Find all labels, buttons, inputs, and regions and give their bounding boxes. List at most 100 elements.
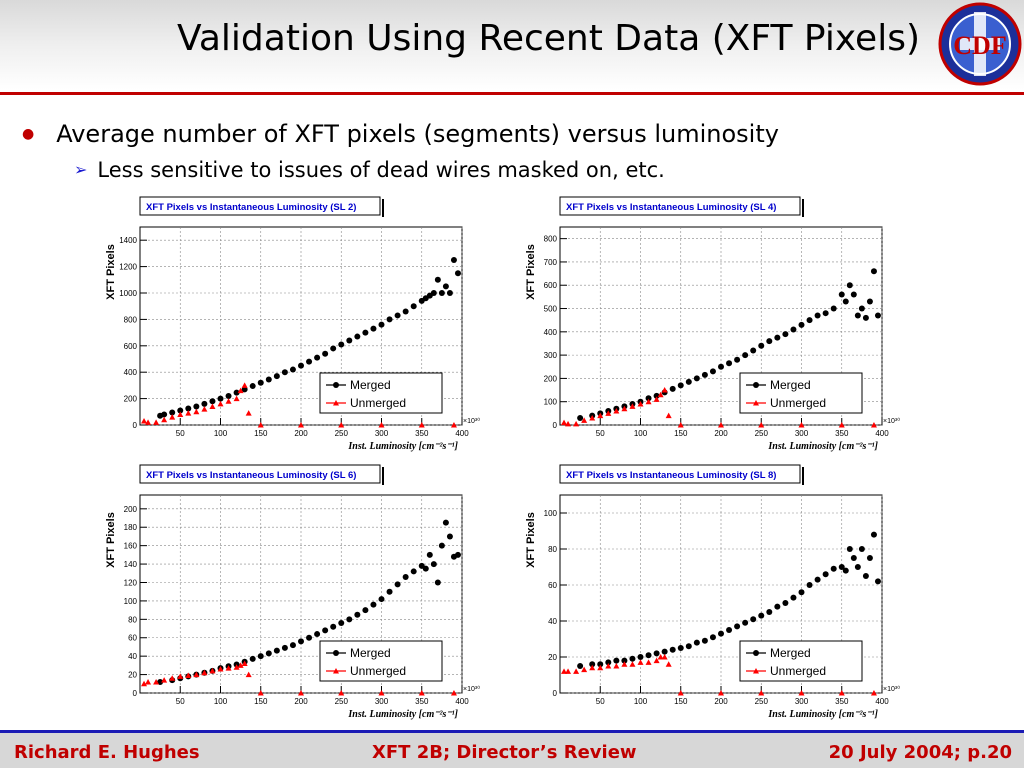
- merged-point: [774, 603, 781, 610]
- merged-point: [426, 551, 433, 558]
- unmerged-point: [298, 422, 304, 428]
- unmerged-point: [257, 422, 264, 428]
- merged-point: [669, 385, 676, 392]
- unmerged-point: [718, 422, 724, 428]
- merged-point: [838, 291, 845, 298]
- merged-point: [438, 542, 445, 549]
- footer-author: Richard E. Hughes: [14, 742, 200, 763]
- merged-point: [830, 305, 837, 312]
- merged-point: [362, 329, 369, 336]
- merged-point: [709, 634, 716, 641]
- merged-point: [862, 314, 869, 321]
- legend-marker: [753, 400, 759, 406]
- x-tick-label: 300: [795, 429, 809, 438]
- unmerged-point: [621, 405, 628, 412]
- x-exponent-label: ×10³⁰: [463, 685, 480, 693]
- unmerged-point: [237, 387, 244, 394]
- merged-point: [430, 290, 437, 296]
- merged-point: [169, 409, 176, 416]
- merged-point: [750, 616, 757, 623]
- chart-title-frame: [139, 196, 381, 216]
- merged-point: [378, 596, 385, 603]
- unmerged-point: [565, 668, 572, 674]
- merged-point: [870, 268, 877, 275]
- x-tick-label: 150: [254, 429, 268, 438]
- merged-point: [774, 334, 781, 341]
- unmerged-point: [798, 422, 805, 428]
- y-tick-label: 100: [544, 398, 558, 407]
- merged-point: [370, 325, 377, 332]
- unmerged-point: [217, 400, 224, 407]
- unmerged-point: [573, 668, 580, 674]
- merged-point: [858, 546, 865, 552]
- y-tick-label: 120: [124, 578, 138, 587]
- unmerged-point: [169, 414, 176, 420]
- merged-point: [838, 564, 845, 570]
- merged-point: [866, 298, 873, 305]
- unmerged-point: [217, 666, 224, 672]
- unmerged-point: [418, 422, 425, 428]
- merged-point: [434, 276, 441, 283]
- merged-point: [750, 347, 757, 354]
- merged-point: [217, 395, 224, 402]
- merged-point: [577, 663, 584, 669]
- y-tick-label: 300: [544, 351, 558, 360]
- merged-point: [298, 638, 304, 645]
- chart-legend: Merged Unmerged: [319, 372, 443, 414]
- unmerged-point: [613, 663, 620, 669]
- x-exponent-label: ×10³⁰: [883, 417, 900, 425]
- unmerged-point: [233, 664, 240, 670]
- merged-point: [653, 650, 660, 657]
- legend-marker: [753, 382, 759, 388]
- chart-legend: Merged Unmerged: [739, 372, 863, 414]
- merged-point: [322, 350, 329, 357]
- merged-point: [233, 389, 240, 396]
- chart-title-box: XFT Pixels vs Instantaneous Luminosity (…: [139, 196, 384, 217]
- sub-bullet-point: ➢ Less sensitive to issues of dead wires …: [74, 158, 665, 182]
- unmerged-point: [870, 422, 877, 428]
- y-tick-label: 0: [553, 421, 558, 430]
- merged-point: [354, 333, 361, 340]
- merged-point: [814, 312, 821, 319]
- unmerged-point: [141, 418, 148, 424]
- merged-point: [701, 371, 708, 378]
- merged-point: [402, 308, 409, 315]
- merged-point: [814, 576, 821, 583]
- merged-point: [362, 607, 369, 614]
- merged-point: [410, 303, 417, 310]
- merged-point: [726, 627, 733, 633]
- legend-label: Unmerged: [350, 664, 406, 678]
- y-tick-label: 160: [124, 542, 138, 551]
- unmerged-point: [298, 690, 304, 696]
- merged-point: [394, 581, 401, 588]
- series-unmerged: [141, 382, 457, 428]
- merged-point: [273, 373, 280, 380]
- x-axis-label: Inst. Luminosity [cm⁻²s⁻¹]: [347, 709, 458, 720]
- unmerged-point: [225, 398, 232, 404]
- legend-label: Merged: [350, 378, 391, 392]
- merged-point: [854, 312, 861, 319]
- merged-point: [766, 338, 773, 345]
- merged-point: [577, 415, 584, 422]
- x-tick-label: 200: [294, 429, 308, 438]
- sub-bullet-text: Less sensitive to issues of dead wires m…: [97, 158, 665, 182]
- x-tick-label: 250: [335, 697, 349, 706]
- unmerged-point: [645, 398, 652, 405]
- x-tick-label: 100: [634, 429, 648, 438]
- unmerged-point: [605, 410, 612, 416]
- merged-point: [289, 642, 296, 649]
- unmerged-point: [589, 664, 596, 671]
- unmerged-point: [758, 422, 765, 428]
- unmerged-point: [653, 657, 660, 664]
- series-unmerged: [561, 654, 877, 696]
- merged-point: [446, 533, 453, 540]
- merged-point: [298, 362, 304, 369]
- unmerged-point: [581, 666, 588, 673]
- y-tick-label: 600: [124, 342, 138, 351]
- y-tick-label: 0: [133, 689, 138, 698]
- y-tick-label: 800: [544, 235, 558, 244]
- unmerged-point: [665, 661, 672, 667]
- chart-legend: Merged Unmerged: [739, 640, 863, 682]
- chart-title-shadow: [382, 467, 384, 485]
- y-axis-label: XFT Pixels: [525, 512, 537, 568]
